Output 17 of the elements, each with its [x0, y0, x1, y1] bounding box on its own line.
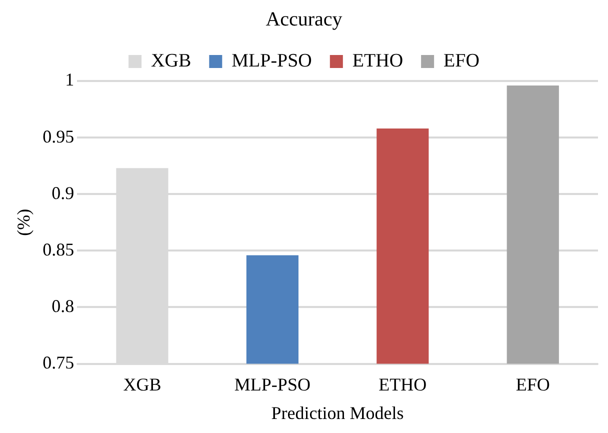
legend-label: MLP-PSO: [232, 50, 312, 72]
y-tick-label: 0.8: [52, 296, 74, 316]
legend-label: XGB: [151, 50, 192, 72]
legend-label: ETHO: [352, 50, 404, 72]
x-tick-label: ETHO: [378, 374, 427, 394]
x-tick-label: XGB: [123, 374, 162, 394]
y-tick-label: 0.95: [42, 126, 74, 146]
y-axis-title: (%): [14, 208, 34, 236]
y-tick-label: 0.9: [52, 182, 74, 203]
x-axis-title: Prediction Models: [271, 402, 404, 423]
x-tick-label: EFO: [516, 374, 550, 394]
legend-label: EFO: [444, 50, 480, 72]
y-tick-label: 0.85: [42, 239, 74, 260]
x-tick-label: MLP-PSO: [234, 374, 310, 394]
y-tick-label: 1: [65, 70, 74, 90]
chart-title: Accuracy: [266, 8, 342, 30]
y-tick-label: 0.75: [42, 352, 74, 373]
